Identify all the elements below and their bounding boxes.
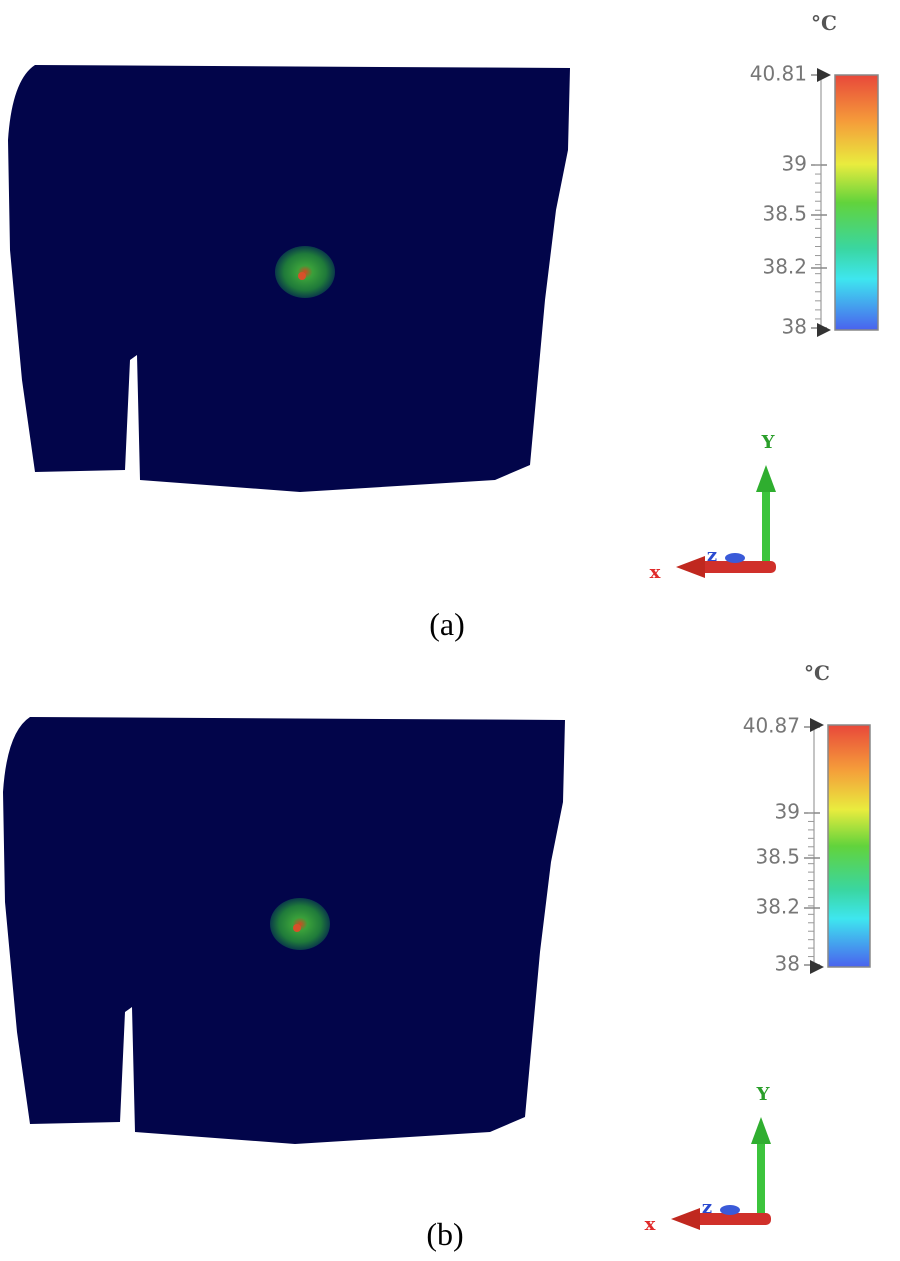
axis-triad: Yz x xyxy=(650,432,776,583)
colorbar-tick-label: 38.5 xyxy=(762,202,807,226)
z-axis-label: z xyxy=(702,1197,712,1218)
x-axis-label: x xyxy=(650,562,661,583)
colorbar xyxy=(827,724,871,968)
hot-core xyxy=(293,924,301,932)
colorbar-tick-label: 38.2 xyxy=(755,895,800,919)
x-arrow-head xyxy=(676,556,705,578)
y-axis-label: Y xyxy=(761,432,776,453)
y-axis-label: Y xyxy=(756,1084,771,1105)
colorbar-tick-label: 39 xyxy=(782,152,807,176)
z-arrow xyxy=(720,1205,740,1215)
z-axis-label: z xyxy=(707,545,717,566)
colorbar-tick-label: 38 xyxy=(775,952,800,976)
y-arrow-shaft xyxy=(757,1142,765,1220)
colorbar xyxy=(834,74,879,331)
colorbar-tick-label: 38.2 xyxy=(762,255,807,279)
x-arrow-head xyxy=(671,1208,700,1230)
unit-label: °C xyxy=(811,11,837,35)
x-arrow-shaft xyxy=(695,1213,771,1225)
min-marker xyxy=(810,960,824,974)
x-axis-label: x xyxy=(645,1214,656,1235)
axis-triad: Yz x xyxy=(645,1084,771,1235)
colorbar-tick-label: 38.5 xyxy=(755,845,800,869)
simulation-view xyxy=(8,65,570,492)
colorbar-tick-label: 39 xyxy=(775,800,800,824)
z-arrow xyxy=(725,553,745,563)
y-arrow-head xyxy=(751,1117,771,1144)
max-marker xyxy=(817,68,831,82)
min-marker xyxy=(817,323,831,337)
y-arrow-head xyxy=(756,465,776,492)
colorbar-tick-label: 38 xyxy=(782,315,807,339)
caption: (b) xyxy=(426,1216,463,1252)
simulation-view xyxy=(3,717,565,1144)
unit-label: °C xyxy=(804,661,830,685)
colorbar-tick-label: 40.87 xyxy=(743,714,800,738)
x-arrow-shaft xyxy=(700,561,776,573)
hot-spot xyxy=(270,898,330,950)
colorbar-tick-label: 40.81 xyxy=(750,62,807,86)
max-marker xyxy=(810,718,824,732)
caption: (a) xyxy=(429,606,465,642)
hot-core xyxy=(298,272,306,280)
hot-spot xyxy=(275,246,335,298)
y-arrow-shaft xyxy=(762,490,770,568)
